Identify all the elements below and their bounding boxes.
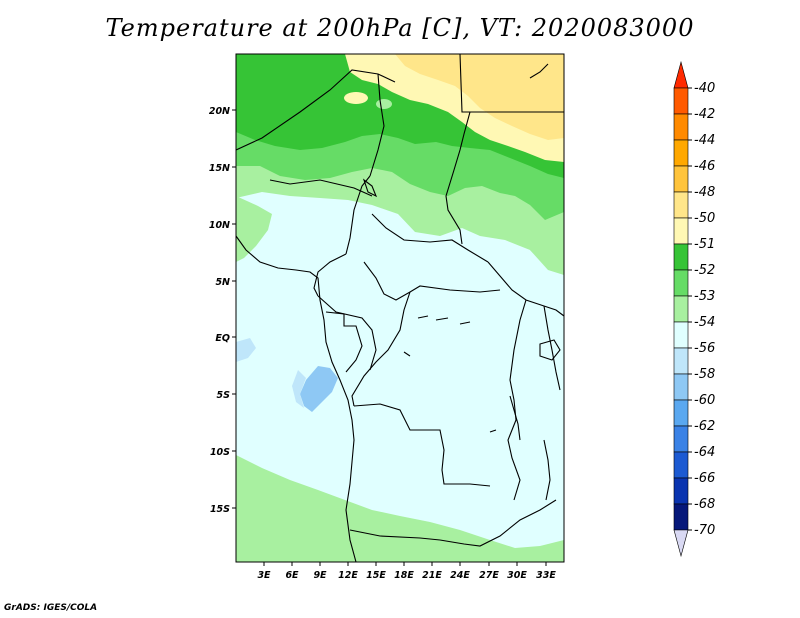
lon-label-15e: 15E <box>366 570 386 581</box>
field-light-green-southwest <box>236 510 350 562</box>
lat-label-20n: 20N <box>209 106 230 117</box>
lake-chad <box>362 178 378 198</box>
border-drc-west <box>351 291 411 407</box>
temperature-field <box>236 54 564 562</box>
map-title: Temperature at 200hPa [C], VT: 202008300… <box>105 14 695 42</box>
lon-label-24e: 24E <box>450 570 470 581</box>
field-light-green-east <box>530 240 564 275</box>
colorbar-swatch <box>673 529 689 558</box>
lat-label-5n: 5N <box>215 277 230 288</box>
lat-label-5s: 5S <box>217 390 231 401</box>
lon-label-6e: 6E <box>285 570 299 581</box>
colorbar-swatch <box>673 217 689 245</box>
lake-victoria <box>539 339 561 361</box>
lon-label-21e: 21E <box>422 570 442 581</box>
coast-northeast <box>529 63 549 79</box>
border-zambia <box>439 499 557 547</box>
lon-label-27e: 27E <box>479 570 499 581</box>
map-frame <box>235 53 565 563</box>
colorbar-swatch <box>673 113 689 141</box>
field-yellow <box>395 54 564 140</box>
colorbar-swatch <box>673 477 689 505</box>
field-patch-yellow <box>344 92 368 104</box>
border-drc-east <box>507 299 527 501</box>
colorbar-label: -58 <box>694 367 715 382</box>
colorbar-label: -70 <box>694 523 715 538</box>
colorbar-label: -53 <box>694 289 715 304</box>
border-libya <box>369 73 385 177</box>
colorbar-label: -40 <box>694 81 715 96</box>
rivers-congo <box>403 315 497 433</box>
colorbar-swatch <box>673 269 689 297</box>
colorbar-swatch <box>673 295 689 323</box>
colorbar-swatch <box>673 191 689 219</box>
colorbar-label: -52 <box>694 263 715 278</box>
border-angola-drc <box>353 403 491 487</box>
lon-axis: 3E 6E 9E 12E 15E 18E 21E 24E 27E 30E 33E <box>257 562 556 581</box>
colorbar-swatch <box>673 243 689 271</box>
border-gabon-congo <box>325 311 363 373</box>
colorbar-label: -66 <box>694 471 715 486</box>
lat-label-10n: 10N <box>209 220 230 231</box>
colorbar-label: -68 <box>694 497 715 512</box>
colorbar-label: -50 <box>694 211 715 226</box>
border-car-north <box>371 213 489 263</box>
border-angola-namibia <box>349 529 441 541</box>
border-east <box>543 305 561 391</box>
colorbar-swatch <box>673 451 689 479</box>
lat-ticks <box>232 109 236 509</box>
colorbar-label: -51 <box>694 237 715 252</box>
colorbar-swatch <box>673 139 689 167</box>
colorbar-label: -46 <box>694 159 715 174</box>
lon-label-18e: 18E <box>394 570 414 581</box>
border-nigeria <box>269 179 373 197</box>
colorbar-swatch <box>673 347 689 375</box>
lon-ticks <box>263 562 547 566</box>
lon-label-12e: 12E <box>338 570 358 581</box>
lon-label-33e: 33E <box>536 570 556 581</box>
border-nigeria-cameroon <box>313 253 347 297</box>
border-chad-sudan <box>445 111 471 245</box>
lake-tanganyika <box>509 395 521 441</box>
lake-malawi <box>543 439 551 501</box>
colorbar-label: -56 <box>694 341 715 356</box>
colorbar-label: -44 <box>694 133 715 148</box>
lat-label-15n: 15N <box>209 163 230 174</box>
field-patch-pale <box>376 99 392 109</box>
colorbar-swatch <box>673 399 689 427</box>
colorbar-swatch <box>673 425 689 453</box>
colorbar-label: -42 <box>694 107 715 122</box>
lon-label-3e: 3E <box>257 570 271 581</box>
coastline-west-africa <box>236 235 357 562</box>
field-light-blue-strip <box>292 370 306 408</box>
colorbar-swatch <box>673 60 689 89</box>
lat-label-15s: 15S <box>210 504 230 515</box>
colorbar-swatch <box>673 321 689 349</box>
field-lake-blue <box>300 366 338 412</box>
lon-label-9e: 9E <box>313 570 327 581</box>
grads-credit: GrADS: IGES/COLA <box>4 603 98 613</box>
colorbar-swatch <box>673 373 689 401</box>
colorbar-swatch <box>673 503 689 531</box>
colorbar-label: -64 <box>694 445 715 460</box>
border-sudan-north <box>459 54 564 113</box>
field-light-green-west <box>236 196 272 262</box>
colorbar-label: -60 <box>694 393 715 408</box>
colorbar-swatch <box>673 165 689 193</box>
borders <box>236 54 564 562</box>
field-light-blue-west <box>236 338 256 362</box>
lat-axis: 20N 15N 10N 5N EQ 5S 10S 15S <box>209 106 236 515</box>
colorbar-label: -48 <box>694 185 715 200</box>
field-light-green-south <box>236 455 564 562</box>
lon-label-30e: 30E <box>507 570 527 581</box>
lat-label-eq: EQ <box>215 333 230 344</box>
colorbar-label: -62 <box>694 419 715 434</box>
colorbar-label: -54 <box>694 315 715 330</box>
border-cameroon-gabon <box>317 295 377 371</box>
colorbar-swatch <box>673 87 689 115</box>
colorbar: -40 -42 -44 -46 -48 -50 -51 -52 -53 -54 -56 -58 -60 -… <box>673 60 715 558</box>
lat-label-10s: 10S <box>210 447 230 458</box>
